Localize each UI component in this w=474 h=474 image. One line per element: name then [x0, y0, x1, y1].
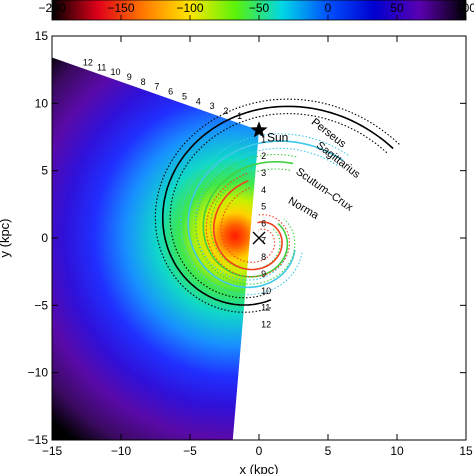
x-tick-label: 5 [325, 444, 332, 458]
x-tick-label: −5 [183, 444, 197, 458]
center-tick-label: 12 [261, 320, 271, 330]
colorbar: −200 −150 −100 −50 0 50 100 [38, 0, 474, 21]
center-tick-label: 6 [261, 219, 266, 229]
sun-marker [250, 121, 268, 138]
colorbar-tick-label: 0 [325, 1, 332, 15]
velocity-map-region [52, 57, 259, 440]
x-tick-label: 10 [390, 444, 404, 458]
y-tick-label: 10 [35, 96, 49, 110]
colorbar-tick-label: 50 [390, 1, 404, 15]
center-tick-label: 3 [261, 168, 266, 178]
edge-tick-label: 8 [141, 77, 146, 87]
edge-tick-label: 10 [110, 67, 120, 77]
edge-tick-label: 11 [97, 62, 106, 72]
x-axis-label: x (kpc) [240, 462, 279, 474]
arm-centerline [187, 140, 344, 289]
edge-tick-label: 3 [210, 101, 215, 111]
arm-outer-edge [180, 133, 349, 296]
x-tick-label: −15 [42, 444, 63, 458]
arm-centerline [212, 179, 283, 271]
edge-tick-label: 9 [127, 72, 132, 82]
colorbar-tick-label: −150 [107, 1, 134, 15]
y-axis-label: y (kpc) [0, 219, 12, 258]
edge-tick-label: 4 [196, 96, 201, 106]
edge-tick-label: 6 [168, 87, 173, 97]
center-tick-label: 11 [261, 303, 270, 313]
galactic-center-marker [252, 231, 266, 245]
colorbar-tick-label: −50 [249, 1, 270, 15]
y-tick-label: −10 [28, 366, 49, 380]
arm-centerline [202, 161, 294, 278]
center-tick-label: 8 [261, 252, 266, 262]
arm-outer-edge [205, 172, 291, 278]
colorbar-ticks: −200 −150 −100 −50 0 50 100 [38, 1, 474, 20]
y-tick-label: −15 [28, 433, 49, 447]
x-tick-label: 0 [256, 444, 263, 458]
x-tick-label: 15 [459, 444, 473, 458]
edge-tick-label: 5 [182, 91, 187, 101]
center-tick-label: 9 [261, 269, 266, 279]
colorbar-tick-label: 100 [456, 1, 474, 15]
edge-tick-label: 1 [237, 111, 242, 121]
y-tick-label: −5 [34, 298, 48, 312]
center-tick-label: 4 [261, 185, 266, 195]
arm-outer-edge [195, 153, 297, 285]
y-tick-label: 15 [35, 29, 49, 43]
center-tick-label: 2 [261, 151, 266, 161]
edge-tick-label: 12 [83, 57, 93, 67]
center-tick-label: 5 [261, 202, 266, 212]
arm-inner-edge [195, 147, 338, 281]
edge-tick-label: 7 [154, 82, 159, 92]
colorbar-tick-label: −100 [176, 1, 203, 15]
edge-tick-label: 2 [223, 106, 228, 116]
arm-centerline [162, 105, 394, 306]
center-tick-label: 1 [261, 134, 266, 144]
center-tick-label: 7 [261, 235, 266, 245]
x-tick-label: −10 [111, 444, 132, 458]
y-tick-label: 0 [41, 231, 48, 245]
sun-label: Sun [267, 130, 288, 144]
center-tick-label: 10 [261, 286, 271, 296]
y-tick-label: 5 [41, 164, 48, 178]
colorbar-tick-label: −200 [38, 1, 65, 15]
spiral-arms [154, 98, 400, 313]
